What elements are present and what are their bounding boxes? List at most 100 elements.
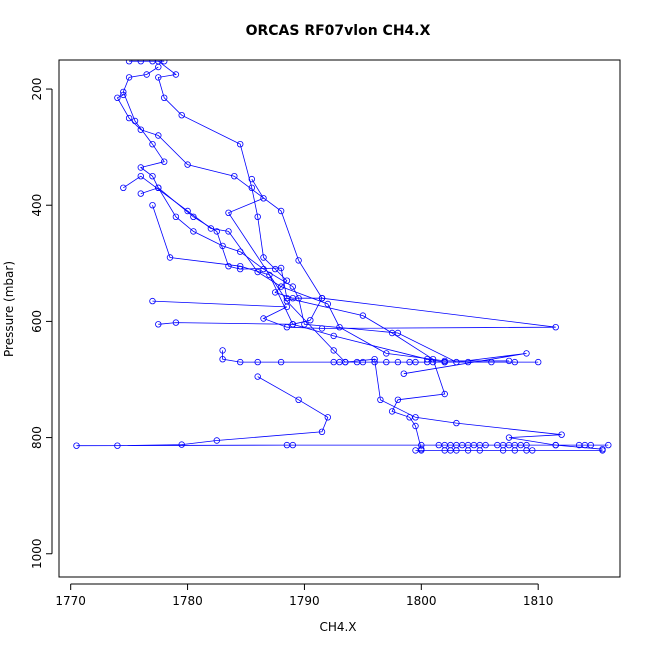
plot-frame <box>58 59 621 578</box>
data-point <box>166 254 174 261</box>
data-point <box>137 164 144 171</box>
series-line <box>129 60 556 329</box>
data-point <box>178 111 185 119</box>
data-point <box>383 358 390 366</box>
data-point <box>418 447 425 454</box>
data-point <box>125 74 133 81</box>
data-point <box>155 321 162 328</box>
data-point <box>324 300 331 308</box>
data-point <box>120 184 127 191</box>
data-point <box>394 396 402 403</box>
series-8 <box>219 347 518 366</box>
data-point <box>482 441 489 449</box>
y-tick-label: 400 <box>30 194 44 217</box>
data-point <box>260 195 267 202</box>
data-point <box>125 60 133 65</box>
data-point <box>155 184 162 191</box>
data-point <box>383 350 390 357</box>
data-point <box>371 358 378 366</box>
x-tick-label: 1780 <box>172 594 203 608</box>
plot-area <box>73 60 612 454</box>
data-point <box>160 158 168 165</box>
data-point <box>605 441 612 449</box>
data-point <box>318 295 326 302</box>
x-tick-label: 1800 <box>406 594 437 608</box>
data-point <box>277 358 285 366</box>
y-axis-label: Pressure (mbar) <box>2 261 16 357</box>
data-point <box>213 228 220 235</box>
data-point <box>254 358 261 366</box>
data-point <box>137 60 144 65</box>
series-10 <box>412 447 606 454</box>
data-point <box>254 373 261 380</box>
data-point <box>283 297 291 305</box>
data-point <box>412 358 419 366</box>
data-point <box>184 161 191 168</box>
data-point <box>307 317 314 324</box>
data-point <box>558 431 565 438</box>
data-point <box>131 117 139 125</box>
series-line <box>122 66 527 375</box>
data-point <box>342 358 349 366</box>
data-point <box>412 414 419 421</box>
data-point <box>137 172 144 180</box>
x-axis: 1770 1780 1790 1800 1810 <box>55 583 554 608</box>
data-point <box>114 94 121 101</box>
data-point <box>207 225 215 232</box>
data-point <box>125 114 133 122</box>
data-point <box>400 370 407 377</box>
data-point <box>295 396 302 403</box>
data-point <box>476 447 483 454</box>
data-point <box>155 74 162 81</box>
data-point <box>336 324 343 331</box>
data-point <box>429 358 437 366</box>
data-point <box>511 447 518 454</box>
data-point <box>324 414 331 421</box>
data-point <box>330 347 337 354</box>
data-point <box>289 283 296 290</box>
data-point <box>160 94 168 101</box>
data-point <box>464 358 472 366</box>
x-tick-label: 1770 <box>55 594 86 608</box>
data-point <box>330 332 337 340</box>
data-point <box>149 140 156 148</box>
data-point <box>505 357 513 365</box>
data-point <box>114 442 121 449</box>
data-point <box>149 201 156 209</box>
data-point <box>377 396 384 403</box>
series-line <box>222 350 515 363</box>
data-point <box>505 434 513 441</box>
x-axis-label: CH4.X <box>319 620 356 634</box>
data-point <box>552 324 559 331</box>
data-point <box>441 358 448 366</box>
data-point <box>236 358 244 366</box>
data-point <box>535 358 542 366</box>
data-point <box>388 329 396 337</box>
data-point <box>184 207 191 215</box>
data-point <box>225 263 232 270</box>
data-point <box>511 358 518 366</box>
data-point <box>213 437 220 444</box>
series-line <box>152 205 539 363</box>
data-point <box>318 428 326 435</box>
y-tick-label: 200 <box>30 78 44 101</box>
series-line <box>76 376 609 447</box>
data-point <box>149 297 156 305</box>
data-point <box>359 312 367 319</box>
data-point <box>248 175 255 183</box>
data-point <box>190 228 197 235</box>
data-point <box>529 447 536 454</box>
data-point <box>359 358 367 366</box>
series-9 <box>73 373 612 449</box>
data-point <box>289 321 296 328</box>
data-point <box>73 442 80 449</box>
data-point <box>260 315 267 322</box>
x-tick-label: 1810 <box>523 594 554 608</box>
data-point <box>155 132 162 139</box>
y-tick-label: 600 <box>30 310 44 333</box>
data-point <box>260 254 267 261</box>
data-point <box>172 213 180 220</box>
chart-title: ORCAS RF07vlon CH4.X <box>246 23 431 39</box>
data-point <box>277 283 285 290</box>
